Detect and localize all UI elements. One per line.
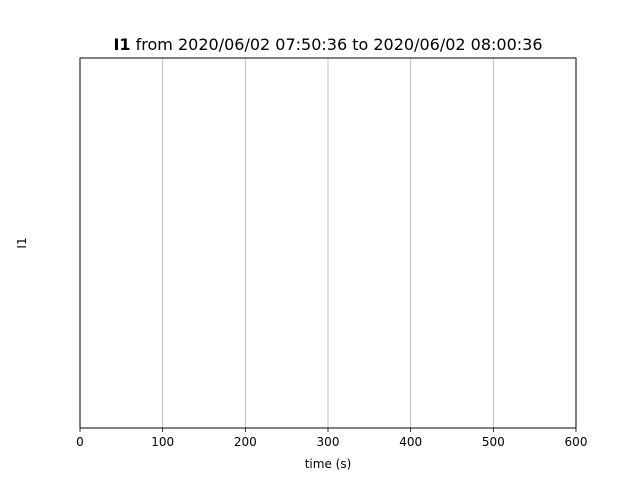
x-axis-label: time (s) (305, 457, 352, 471)
x-tick-label: 500 (482, 435, 505, 449)
chart-title-bold: I1 (113, 35, 130, 54)
x-tick-label: 200 (234, 435, 257, 449)
chart-title: I1 from 2020/06/02 07:50:36 to 2020/06/0… (113, 35, 542, 54)
chart-title-rest: from 2020/06/02 07:50:36 to 2020/06/02 0… (131, 35, 543, 54)
x-tick-label: 400 (399, 435, 422, 449)
x-tick-label: 600 (565, 435, 588, 449)
x-tick-label: 300 (317, 435, 340, 449)
x-tick-label: 100 (151, 435, 174, 449)
x-tick-label: 0 (76, 435, 84, 449)
x-axis: 0 100 200 300 400 500 600 (76, 428, 587, 449)
y-axis-label: I1 (15, 237, 29, 248)
